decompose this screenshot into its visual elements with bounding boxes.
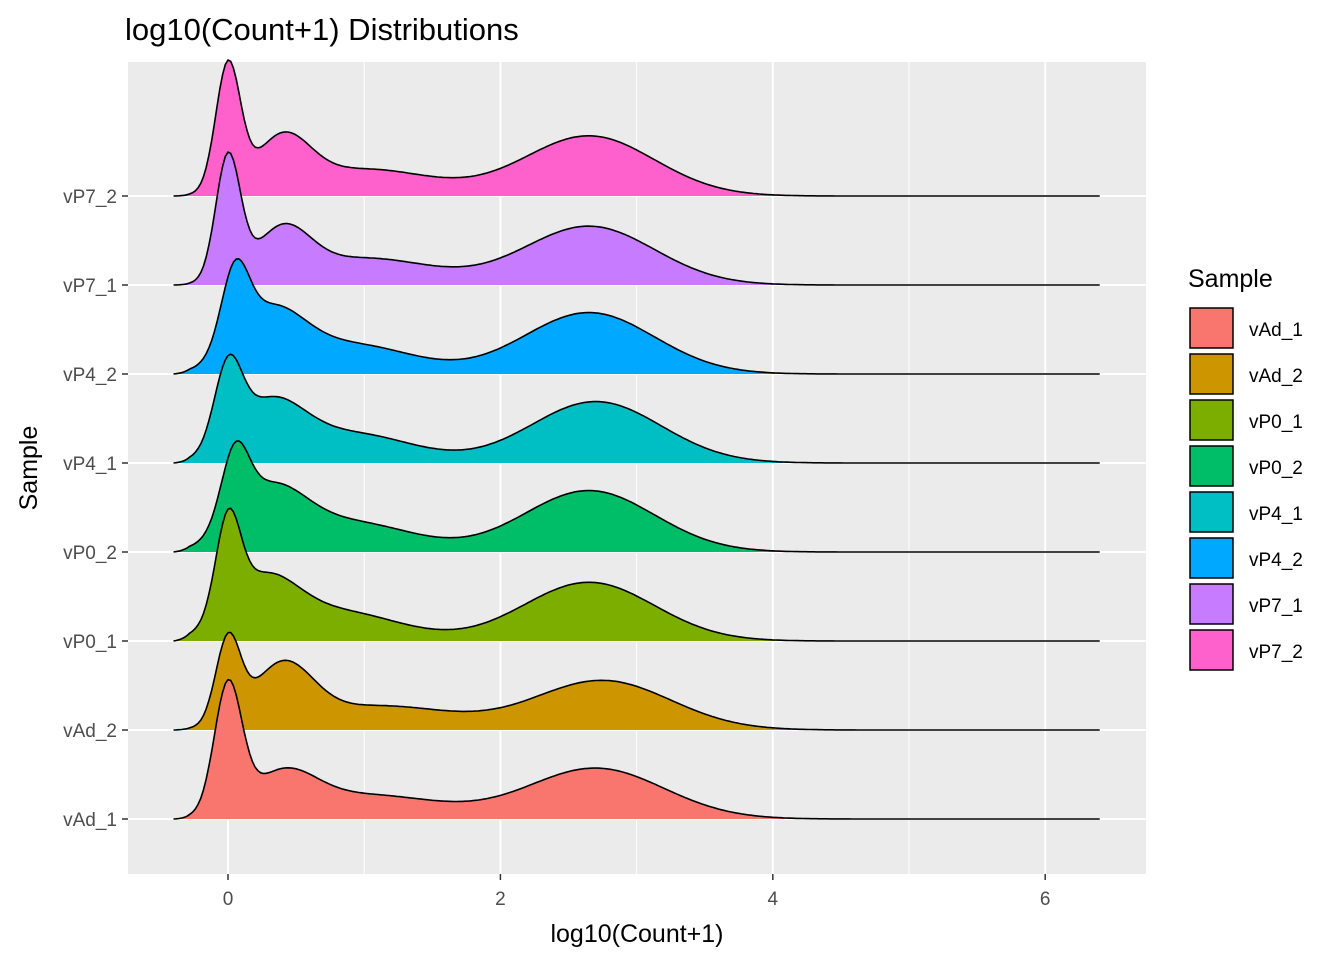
ridges xyxy=(173,59,1100,820)
y-axis-title: Sample xyxy=(15,426,43,511)
legend: Sample vAd_1 vAd_2 vP0_1 vP0_2 vP4_1 vP4_2 vP7… xyxy=(1188,265,1303,671)
legend-label: vP7_2 xyxy=(1249,642,1303,663)
legend-key-vP0_2 xyxy=(1189,445,1234,487)
x-tick-label: 4 xyxy=(768,889,779,910)
grid-minor xyxy=(91,62,910,874)
ridge-line-vP4_1 xyxy=(173,353,1100,464)
legend-key-vAd_1 xyxy=(1189,307,1234,349)
legend-title: Sample xyxy=(1188,265,1273,293)
legend-label: vP0_2 xyxy=(1249,458,1303,479)
ridge-fill-vAd_1 xyxy=(173,679,1100,819)
y-tick-label: vP4_2 xyxy=(63,365,117,386)
x-axis-title: log10(Count+1) xyxy=(550,920,723,948)
ridge-line-vAd_2 xyxy=(173,631,1100,731)
y-tick-label: vP0_1 xyxy=(63,632,117,653)
ridge-line-vP7_1 xyxy=(173,151,1100,286)
legend-key-vP4_2 xyxy=(1189,537,1234,579)
legend-label: vP4_2 xyxy=(1249,550,1303,571)
ridge-line-vP0_1 xyxy=(173,507,1100,642)
ridge-line-vP0_2 xyxy=(173,440,1100,553)
legend-label: vP7_1 xyxy=(1249,596,1303,617)
chart-title: log10(Count+1) Distributions xyxy=(125,12,519,47)
ridge-fill-vAd_2 xyxy=(173,632,1100,730)
legend-label: vP0_1 xyxy=(1249,412,1303,433)
x-tick-label: 0 xyxy=(223,889,234,910)
y-tick-label: vAd_1 xyxy=(63,810,117,831)
legend-key-vP4_1 xyxy=(1189,491,1234,533)
legend-label: vP4_1 xyxy=(1249,504,1303,525)
ridge-fill-vP4_2 xyxy=(173,258,1100,374)
legend-key-vP7_1 xyxy=(1189,583,1234,625)
y-tick-label: vP4_1 xyxy=(63,454,117,475)
legend-key-vP7_2 xyxy=(1189,629,1234,671)
y-tick-label: vAd_2 xyxy=(63,721,117,742)
ridge-fill-vP7_1 xyxy=(173,152,1100,285)
ridge-fill-vP7_2 xyxy=(173,60,1100,196)
x-axis: 0 2 4 6 xyxy=(223,874,1051,910)
ridge-fill-vP0_1 xyxy=(173,508,1100,641)
ridge-fill-vP4_1 xyxy=(173,354,1100,463)
ridge-fill-vP0_2 xyxy=(173,440,1100,552)
legend-key-vP0_1 xyxy=(1189,399,1234,441)
x-tick-label: 2 xyxy=(495,889,506,910)
ridge-line-vP4_2 xyxy=(173,258,1100,375)
ridge-line-vP7_2 xyxy=(173,59,1100,197)
legend-label: vAd_1 xyxy=(1249,320,1303,341)
y-tick-label: vP7_2 xyxy=(63,187,117,208)
legend-key-vAd_2 xyxy=(1189,353,1234,395)
legend-label: vAd_2 xyxy=(1249,366,1303,387)
y-tick-label: vP0_2 xyxy=(63,543,117,564)
ridge-line-vAd_1 xyxy=(173,678,1100,820)
x-tick-label: 6 xyxy=(1040,889,1051,910)
y-axis: vAd_1 vAd_2 vP0_1 vP0_2 vP4_1 vP4_2 vP7_1 vP7_2 xyxy=(63,187,128,831)
y-tick-label: vP7_1 xyxy=(63,276,117,297)
